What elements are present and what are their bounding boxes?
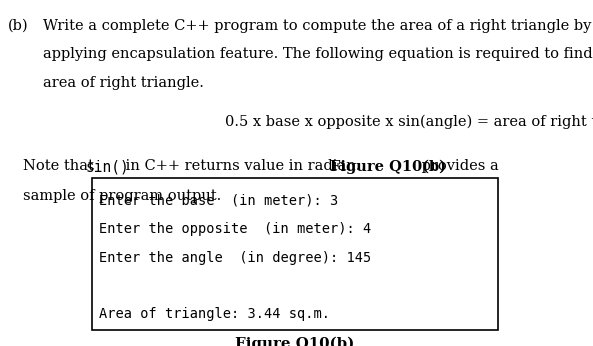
Text: Enter the opposite  (in meter): 4: Enter the opposite (in meter): 4	[99, 222, 371, 236]
Text: sample of program output.: sample of program output.	[23, 189, 221, 202]
FancyBboxPatch shape	[92, 178, 498, 330]
Text: Area of triangle: 3.44 sq.m.: Area of triangle: 3.44 sq.m.	[99, 307, 330, 321]
Text: Figure Q10(b): Figure Q10(b)	[330, 159, 447, 174]
Text: Figure Q10(b): Figure Q10(b)	[235, 336, 355, 346]
Text: applying encapsulation feature. The following equation is required to find the: applying encapsulation feature. The foll…	[43, 47, 593, 61]
Text: sin(): sin()	[86, 159, 130, 174]
Text: Note that: Note that	[23, 159, 98, 173]
Text: (b): (b)	[8, 19, 28, 33]
Text: area of right triangle.: area of right triangle.	[43, 76, 203, 90]
Text: provides a: provides a	[417, 159, 499, 173]
Text: 0.5 x base x opposite x sin(angle) = area of right triangle: 0.5 x base x opposite x sin(angle) = are…	[225, 114, 593, 129]
Text: Enter the base  (in meter): 3: Enter the base (in meter): 3	[99, 194, 338, 208]
Text: Write a complete C++ program to compute the area of a right triangle by: Write a complete C++ program to compute …	[43, 19, 591, 33]
Text: Enter the angle  (in degree): 145: Enter the angle (in degree): 145	[99, 251, 371, 264]
Text: in C++ returns value in radian.: in C++ returns value in radian.	[121, 159, 365, 173]
